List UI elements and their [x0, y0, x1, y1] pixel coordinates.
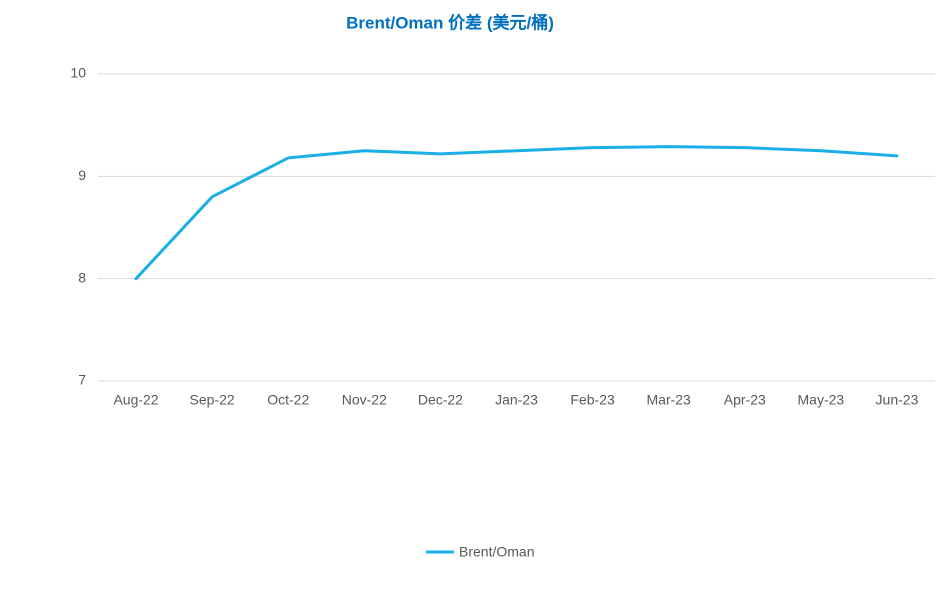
y-tick-label: 10	[70, 65, 86, 81]
x-tick-label: Sep-22	[190, 392, 235, 408]
y-tick-label: 9	[78, 167, 86, 183]
x-tick-label: May-23	[798, 392, 845, 408]
x-tick-label: Oct-22	[267, 392, 309, 408]
series-line	[134, 145, 899, 281]
x-tick-label: Jan-23	[495, 392, 538, 408]
x-tick-label: Nov-22	[342, 392, 387, 408]
x-tick-label: Mar-23	[647, 392, 692, 408]
x-tick-label: Jun-23	[876, 392, 919, 408]
x-tick-label: Dec-22	[418, 392, 463, 408]
chart-title: Brent/Oman 价差 (美元/桶)	[346, 12, 554, 32]
legend-label: Brent/Oman	[459, 544, 534, 560]
x-tick-label: Aug-22	[113, 392, 158, 408]
x-tick-label: Feb-23	[570, 392, 615, 408]
y-tick-label: 8	[78, 269, 86, 285]
x-tick-label: Apr-23	[724, 392, 766, 408]
y-tick-label: 7	[78, 372, 86, 388]
